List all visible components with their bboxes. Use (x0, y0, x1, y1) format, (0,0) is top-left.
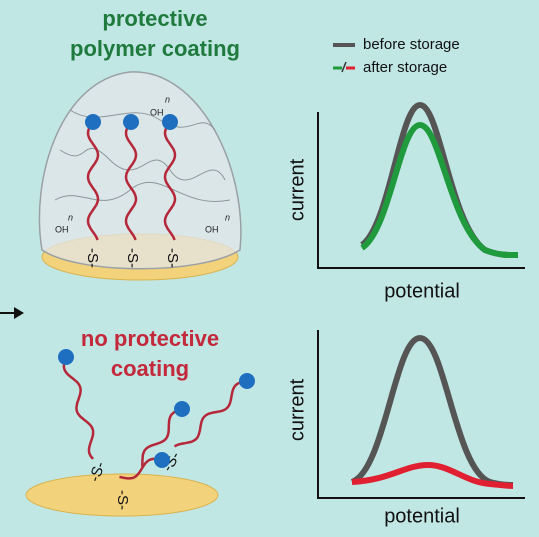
legend-separator (341, 61, 347, 73)
uncoated-electrode: -S- -S- -S- (58, 349, 255, 510)
redox-tag (239, 373, 255, 389)
arrow-head (14, 307, 24, 319)
curve-after (360, 121, 519, 259)
hydroxyl-label: OH (55, 224, 69, 234)
dna-strand (124, 121, 138, 241)
redox-tag (154, 452, 170, 468)
title-line: protective (102, 6, 207, 31)
hydroxyl-label: OH (205, 224, 219, 234)
dna-strand (86, 121, 100, 241)
gold-electrode (25, 473, 219, 517)
axis-label: current (286, 158, 308, 221)
thiol-label: -S- (86, 460, 109, 485)
repeat-label: n (68, 212, 73, 222)
curve-after (351, 461, 514, 489)
redox-tag (85, 114, 101, 130)
dna-strand (62, 356, 95, 460)
redox-tag (123, 114, 139, 130)
repeat-label: n (225, 212, 230, 222)
thiol-label: -S- (114, 490, 131, 510)
redox-tag (162, 114, 178, 130)
redox-tag (58, 349, 74, 365)
title-line: no protective (81, 326, 219, 351)
legend-label: after storage (363, 59, 447, 76)
axis-label: potential (384, 280, 460, 302)
axes (317, 112, 525, 269)
coated-electrode: -S- -S- -S- OH OH OH n n n (38, 71, 242, 281)
axis-label: potential (384, 505, 460, 527)
title-line: polymer coating (70, 36, 240, 61)
dna-strand (163, 121, 177, 241)
thiol-label: -S- (164, 248, 181, 268)
dna-strand (173, 379, 248, 448)
axis-label: current (286, 378, 308, 441)
dna-strand (140, 407, 183, 467)
redox-tag (174, 401, 190, 417)
thiol-label: -S- (124, 248, 141, 268)
repeat-label: n (165, 94, 170, 104)
title-line: coating (111, 356, 189, 381)
thiol-label: -S- (84, 248, 101, 268)
axes (317, 330, 525, 499)
dna-strand (119, 457, 163, 480)
hydroxyl-label: OH (150, 107, 164, 117)
legend-label: before storage (363, 36, 460, 53)
